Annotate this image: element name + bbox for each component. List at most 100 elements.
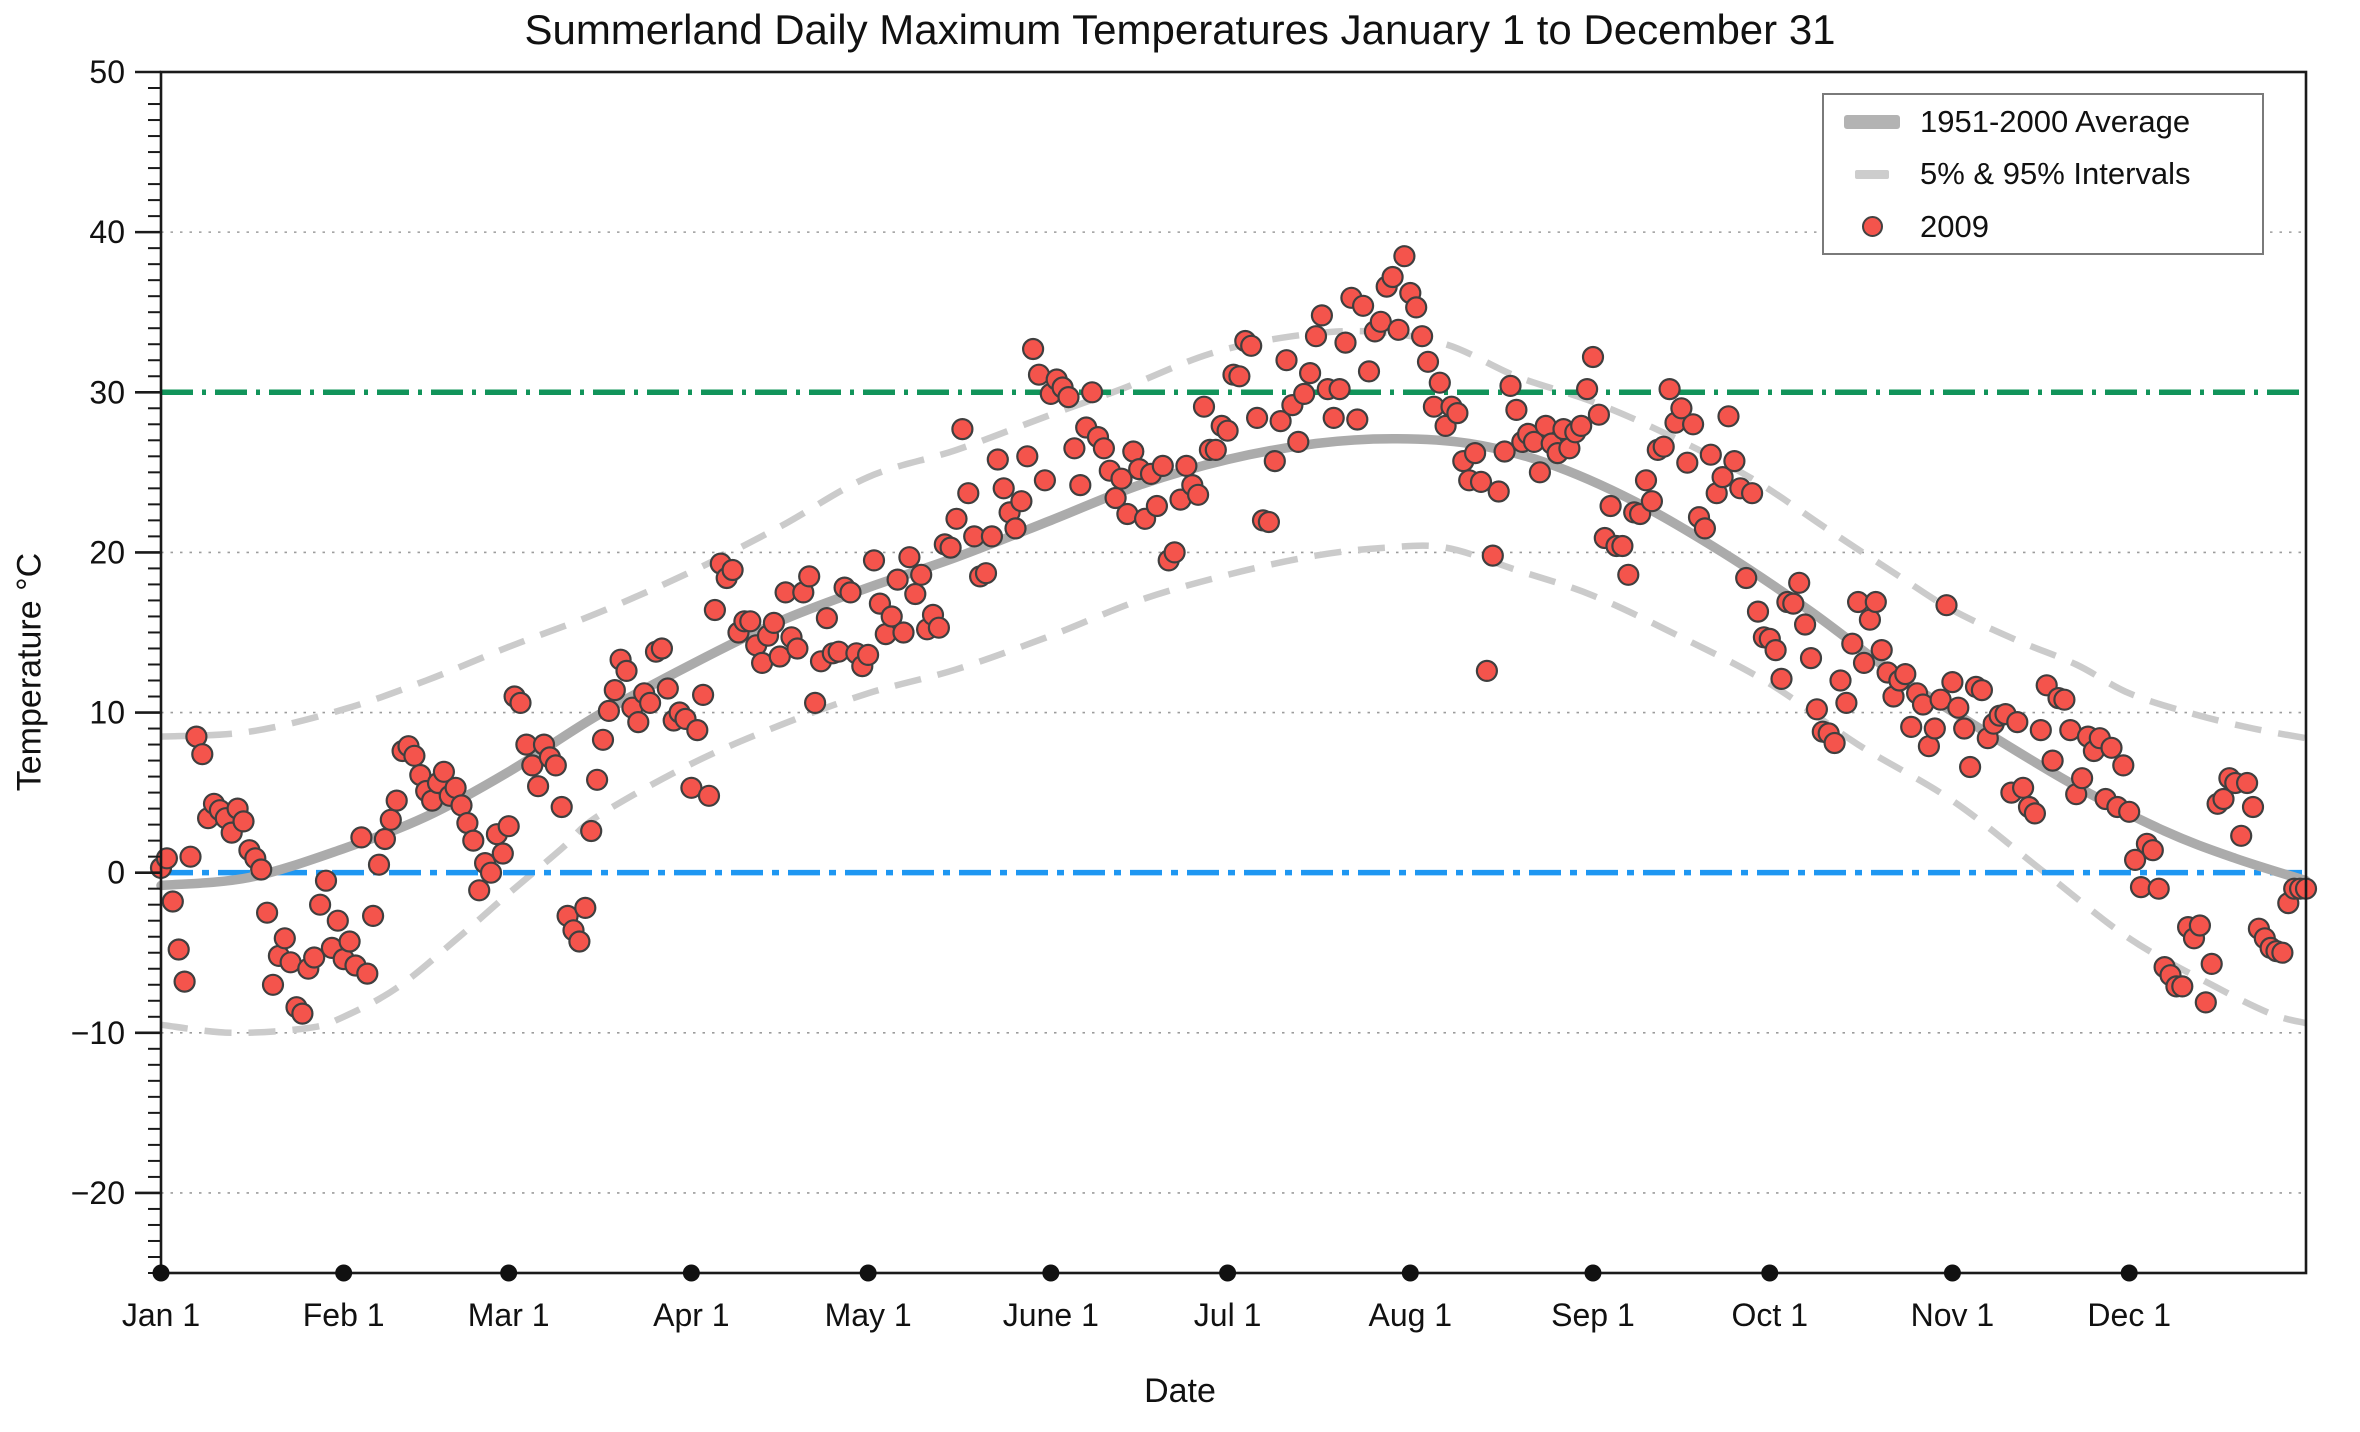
data-point <box>786 637 809 660</box>
data-point <box>468 879 491 902</box>
x-tick-label: Aug 1 <box>1368 1297 1452 1333</box>
data-point <box>1016 445 1039 468</box>
data-point <box>1269 410 1292 433</box>
data-point <box>1770 667 1793 691</box>
data-point <box>927 616 951 639</box>
data-point <box>544 754 567 777</box>
y-tick-label: 10 <box>89 695 125 731</box>
data-point <box>1092 437 1116 460</box>
data-point <box>1463 442 1487 465</box>
data-point <box>1640 490 1664 513</box>
data-point <box>1693 517 1717 540</box>
data-point <box>1793 613 1817 636</box>
data-point <box>1163 541 1186 564</box>
data-point <box>945 507 968 530</box>
data-point <box>762 611 786 635</box>
data-point <box>1805 698 1829 721</box>
average-line-swatch <box>1844 114 1900 129</box>
data-point <box>1351 294 1375 317</box>
data-point <box>173 970 196 993</box>
data-point <box>1216 419 1239 442</box>
data-point <box>1387 318 1410 341</box>
data-point <box>403 744 426 767</box>
data-point <box>261 973 285 996</box>
data-point <box>1004 517 1027 540</box>
data-point <box>2236 771 2259 795</box>
data-point <box>839 581 862 604</box>
legend-entry-intervals: 5% & 95% Intervals <box>1824 148 2262 200</box>
x-tick-label: Oct 1 <box>1732 1297 1808 1333</box>
data-point <box>1405 296 1428 319</box>
data-point <box>957 482 980 505</box>
data-point <box>526 775 550 798</box>
data-point <box>1634 469 1658 492</box>
data-point <box>986 448 1009 471</box>
data-point <box>862 549 886 572</box>
data-point <box>1499 374 1522 397</box>
x-tick-label: Jul 1 <box>1194 1297 1262 1333</box>
data-point <box>1652 435 1675 458</box>
data-point <box>656 677 679 700</box>
data-point <box>1192 395 1216 418</box>
data-point <box>1328 378 1351 401</box>
data-point <box>2171 975 2194 998</box>
y-tick-labels: 50 40 30 20 10 0 −10 −20 <box>71 54 125 1211</box>
data-point <box>1393 245 1416 268</box>
data-point <box>2118 800 2141 823</box>
x-tick-labels: Jan 1 Feb 1 Mar 1 Apr 1 May 1 June 1 Jul 1 Aug … <box>122 1297 2171 1333</box>
data-point <box>379 808 402 831</box>
x-tick-label: June 1 <box>1003 1297 1099 1333</box>
data-point <box>1228 365 1251 388</box>
data-point <box>367 853 391 876</box>
data-point <box>1699 443 1722 466</box>
legend: 1951-2000 Average 5% & 95% Intervals 200… <box>1822 93 2264 255</box>
data-point <box>650 637 674 660</box>
data-point <box>2241 795 2265 819</box>
scatter-dot-swatch <box>1861 216 1883 237</box>
data-point <box>2053 688 2076 711</box>
data-point <box>2006 710 2029 734</box>
data-point <box>2141 839 2164 862</box>
data-point <box>697 784 721 807</box>
data-point <box>1676 451 1699 474</box>
data-point <box>1823 731 1846 755</box>
data-point <box>356 962 379 985</box>
data-point <box>2230 824 2253 847</box>
data-point <box>1681 413 1705 436</box>
data-point <box>2041 749 2064 772</box>
data-point <box>1057 386 1080 409</box>
legend-label-intervals: 5% & 95% Intervals <box>1920 156 2191 191</box>
data-point <box>326 909 349 932</box>
data-point <box>2188 914 2211 937</box>
legend-label-2009: 2009 <box>1920 208 1989 244</box>
data-point <box>1764 638 1787 662</box>
data-point <box>479 861 503 884</box>
month-start-dot <box>1584 1264 1602 1282</box>
data-point <box>703 598 727 622</box>
interval-line-swatch <box>1855 169 1889 179</box>
data-point <box>939 536 962 559</box>
data-point <box>350 826 373 849</box>
data-point <box>1481 544 1504 567</box>
data-point <box>1257 510 1281 534</box>
data-point <box>232 810 255 833</box>
data-point <box>1929 688 1952 711</box>
data-point <box>951 418 974 441</box>
data-point <box>2112 754 2135 777</box>
x-tick-label: May 1 <box>825 1297 912 1333</box>
data-point <box>273 927 296 950</box>
y-tick-label: 0 <box>107 855 125 891</box>
data-point <box>1410 325 1434 348</box>
data-point <box>1900 715 1923 739</box>
data-point <box>1782 592 1805 615</box>
data-point <box>1322 406 1345 429</box>
data-point <box>2194 991 2217 1014</box>
data-point <box>432 760 455 783</box>
month-start-dot <box>335 1264 353 1282</box>
data-point <box>638 691 662 715</box>
data-point <box>314 869 338 892</box>
data-point <box>1428 371 1451 394</box>
data-point <box>1575 378 1599 401</box>
data-point <box>1735 566 1758 590</box>
data-point <box>1941 670 1964 694</box>
